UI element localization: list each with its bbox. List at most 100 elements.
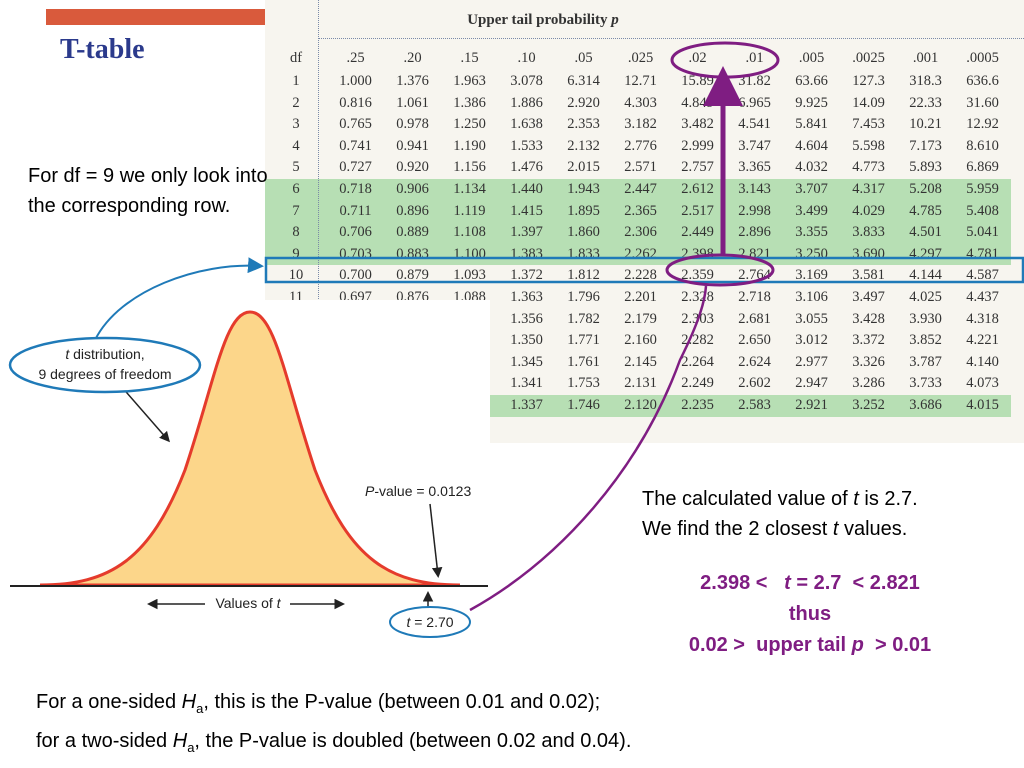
value-cell: 1.812 xyxy=(567,267,600,284)
value-cell: 2.718 xyxy=(738,288,771,305)
value-cell: 1.397 xyxy=(498,222,555,244)
value-cell: 3.055 xyxy=(795,310,828,327)
table-row: 6 0.718 0.906 1.134 1.440 1.943 2.447 2.612 3.14… xyxy=(265,178,1011,201)
value-cell: 1.476 xyxy=(510,159,543,176)
value-cell: 2.131 xyxy=(624,375,657,392)
value-cell: 3.078 xyxy=(510,73,543,89)
values-oval xyxy=(665,253,775,287)
value-cell: 0.978 xyxy=(396,116,429,133)
df-cell: 6 xyxy=(265,178,327,201)
value-cell: 5.408 xyxy=(954,200,1011,223)
value-cell: 3.787 xyxy=(909,353,942,370)
value-cell: 3.930 xyxy=(909,310,942,327)
value-cell: 2.612 xyxy=(669,178,726,201)
value-cell: 1.093 xyxy=(453,267,486,284)
value-cell: 1.061 xyxy=(396,94,429,111)
value-cell: 2.201 xyxy=(624,288,657,305)
bottom-line1: For a one-sided Ha, this is the P-value … xyxy=(36,691,601,716)
table-row: 7 0.711 0.896 1.119 1.415 1.895 2.365 2.517 2.99… xyxy=(265,200,1011,223)
value-cell: 1.440 xyxy=(498,178,555,201)
value-cell: 4.029 xyxy=(840,200,897,223)
value-cell: 0.816 xyxy=(339,94,372,111)
value-cell: 22.33 xyxy=(909,94,942,111)
t-value-oval xyxy=(389,606,471,638)
value-cell: 1.119 xyxy=(441,200,498,223)
inequality-line2: thus xyxy=(788,603,832,625)
dist-label-line1: t distribution, xyxy=(65,346,144,362)
value-cell: 4.032 xyxy=(795,159,828,176)
value-cell: 5.041 xyxy=(954,222,1011,244)
value-cell: 2.235 xyxy=(669,394,726,417)
value-cell: 1.337 xyxy=(498,394,555,417)
value-cell: 636.6 xyxy=(966,73,999,89)
column-header: .25 xyxy=(346,50,365,66)
column-header: .005 xyxy=(798,50,825,66)
value-cell: 1.134 xyxy=(441,178,498,201)
table-header-title: Upper tail probability p xyxy=(333,12,753,29)
t-value-label: t = 2.70 xyxy=(406,614,453,630)
value-cell: 4.140 xyxy=(966,353,999,370)
value-cell: 0.727 xyxy=(339,159,372,176)
p-value-arrow xyxy=(429,503,443,578)
value-cell: 3.428 xyxy=(852,310,885,327)
table-row: 5 0.727 0.920 1.156 1.476 2.015 2.571 2.757 3.36… xyxy=(265,157,1011,179)
value-cell: 4.015 xyxy=(954,394,1011,417)
curved-purple-connector xyxy=(469,285,708,612)
dist-label-oval xyxy=(8,336,202,394)
note-right-line1: The calculated value of t is 2.7. xyxy=(642,488,918,510)
df-separator-line xyxy=(318,0,319,443)
value-cell: 4.221 xyxy=(966,332,999,349)
column-header: .01 xyxy=(745,50,764,66)
value-cell: 12.92 xyxy=(966,116,999,133)
table-row: 2 0.816 1.061 1.386 1.886 2.920 4.303 4.849 6.96… xyxy=(265,93,1011,115)
p-value-label: P-value = 0.0123 xyxy=(365,483,471,499)
column-header: .05 xyxy=(574,50,593,66)
df-cell: 2 xyxy=(292,94,300,111)
column-header: .10 xyxy=(517,50,536,66)
value-cell: 4.303 xyxy=(624,94,657,111)
value-cell: 4.318 xyxy=(966,310,999,327)
value-cell: 3.747 xyxy=(738,137,771,154)
value-cell: 6.965 xyxy=(738,94,771,111)
value-cell: 2.602 xyxy=(738,375,771,392)
value-cell: 3.182 xyxy=(624,116,657,133)
value-cell: 2.681 xyxy=(738,310,771,327)
t-distribution-curve xyxy=(39,310,461,587)
inequality-line1: 2.398 < t = 2.7 < 2.821 xyxy=(700,572,920,594)
column-header: .02 xyxy=(688,50,707,66)
value-cell: 14.09 xyxy=(852,94,885,111)
column-header-oval xyxy=(670,41,780,79)
df-cell: 8 xyxy=(265,222,327,244)
value-cell: 4.073 xyxy=(966,375,999,392)
table-row: 8 0.706 0.889 1.108 1.397 1.860 2.306 2.449 2.89… xyxy=(265,222,1011,244)
value-cell: 0.706 xyxy=(327,222,384,244)
value-cell: 3.286 xyxy=(852,375,885,392)
value-cell: 3.499 xyxy=(783,200,840,223)
value-cell: 5.841 xyxy=(795,116,828,133)
table-row: 3 0.765 0.978 1.250 1.638 2.353 3.182 3.482 4.54… xyxy=(265,114,1011,136)
dist-label-line2: 9 degrees of freedom xyxy=(38,366,171,382)
value-cell: 2.624 xyxy=(738,353,771,370)
value-cell: 2.145 xyxy=(624,353,657,370)
value-cell: 4.025 xyxy=(909,288,942,305)
row-9-highlight-box xyxy=(264,256,1024,284)
value-cell: 4.144 xyxy=(909,267,942,284)
value-cell: 1.963 xyxy=(453,73,486,89)
value-cell: 9.925 xyxy=(795,94,828,111)
accent-bar xyxy=(46,9,265,25)
value-cell: 2.998 xyxy=(726,200,783,223)
note-left: For df = 9 we only look into the corresp… xyxy=(28,165,268,217)
bottom-line2: for a two-sided Ha, the P-value is doubl… xyxy=(36,730,632,755)
value-cell: 2.571 xyxy=(624,159,657,176)
value-cell: 0.941 xyxy=(396,137,429,154)
value-cell: 2.977 xyxy=(795,353,828,370)
value-cell: 3.355 xyxy=(783,222,840,244)
column-header: .15 xyxy=(460,50,479,66)
header-separator-line xyxy=(318,38,1024,39)
value-cell: 1.533 xyxy=(510,137,543,154)
value-cell: 3.581 xyxy=(852,267,885,284)
df-cell: 7 xyxy=(265,200,327,223)
value-cell: 5.893 xyxy=(909,159,942,176)
value-cell: 2.650 xyxy=(738,332,771,349)
value-cell: 0.896 xyxy=(384,200,441,223)
